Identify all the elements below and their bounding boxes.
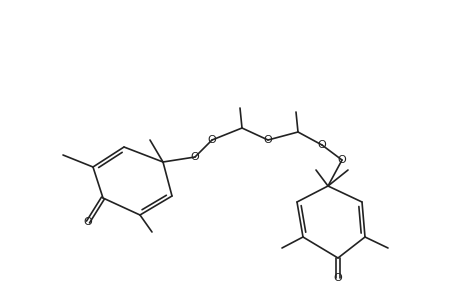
Text: O: O xyxy=(84,217,92,227)
Text: O: O xyxy=(190,152,199,162)
Text: O: O xyxy=(337,155,346,165)
Text: O: O xyxy=(317,140,326,150)
Text: O: O xyxy=(333,273,341,283)
Text: O: O xyxy=(263,135,272,145)
Text: O: O xyxy=(207,135,216,145)
